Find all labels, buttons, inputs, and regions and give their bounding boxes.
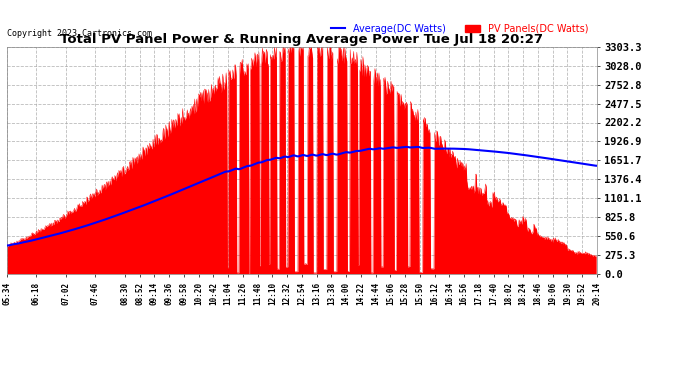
- Title: Total PV Panel Power & Running Average Power Tue Jul 18 20:27: Total PV Panel Power & Running Average P…: [61, 33, 544, 46]
- Text: Copyright 2023 Cartronics.com: Copyright 2023 Cartronics.com: [7, 29, 152, 38]
- Legend: Average(DC Watts), PV Panels(DC Watts): Average(DC Watts), PV Panels(DC Watts): [326, 20, 592, 38]
